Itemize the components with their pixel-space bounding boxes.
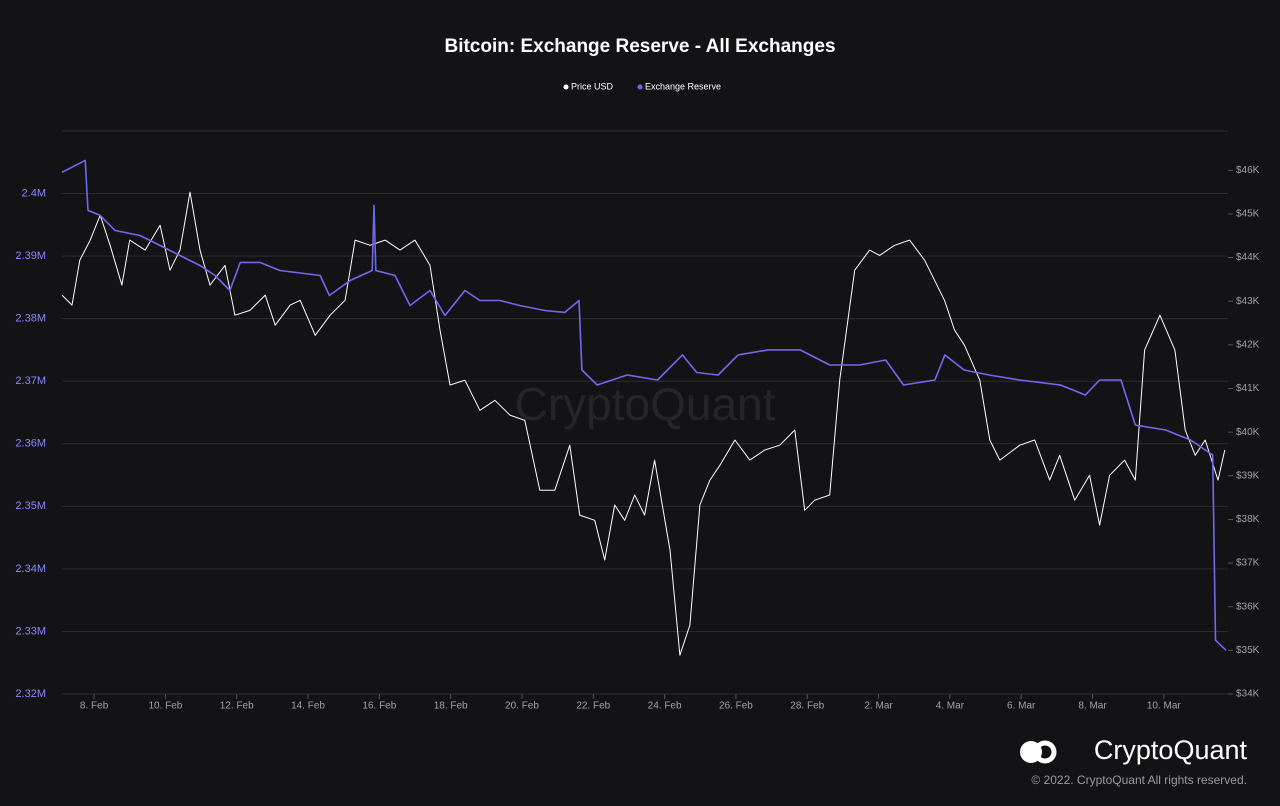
- y-tick-label: 2.36M: [15, 438, 46, 450]
- y-tick-label: 2.33M: [15, 625, 46, 637]
- y2-tick-label: $41K: [1236, 383, 1260, 394]
- y2-tick-label: $45K: [1236, 209, 1260, 220]
- y-tick-label: 2.35M: [15, 500, 46, 512]
- x-tick-label: 8. Feb: [80, 701, 109, 712]
- x-tick-label: 22. Feb: [576, 701, 610, 712]
- x-tick-label: 6. Mar: [1007, 701, 1036, 712]
- watermark: CryptoQuant: [515, 378, 776, 430]
- legend-label: Price USD: [571, 81, 614, 91]
- y2-tick-label: $38K: [1236, 514, 1260, 525]
- logo-mark: [1033, 740, 1057, 764]
- y2-tick-label: $37K: [1236, 558, 1260, 569]
- x-tick-label: 10. Mar: [1147, 701, 1182, 712]
- x-tick-label: 12. Feb: [220, 701, 254, 712]
- legend-label: Exchange Reserve: [645, 81, 721, 91]
- x-tick-label: 20. Feb: [505, 701, 539, 712]
- y-tick-label: 2.4M: [22, 187, 46, 199]
- x-tick-label: 4. Mar: [936, 701, 965, 712]
- brand-name: CryptoQuant: [1094, 735, 1248, 765]
- copyright: © 2022. CryptoQuant All rights reserved.: [1031, 773, 1247, 787]
- x-tick-label: 8. Mar: [1078, 701, 1107, 712]
- legend-marker: [637, 84, 643, 90]
- x-tick-label: 26. Feb: [719, 701, 753, 712]
- y2-tick-label: $36K: [1236, 601, 1260, 612]
- y2-tick-label: $43K: [1236, 296, 1260, 307]
- y-tick-label: 2.32M: [15, 688, 46, 700]
- y2-tick-label: $35K: [1236, 645, 1260, 656]
- x-tick-label: 24. Feb: [648, 701, 682, 712]
- y2-tick-label: $42K: [1236, 339, 1260, 350]
- y2-tick-label: $46K: [1236, 165, 1260, 176]
- y-tick-label: 2.34M: [15, 563, 46, 575]
- brand-logo: [1020, 740, 1057, 764]
- y-tick-label: 2.38M: [15, 313, 46, 325]
- x-tick-label: 18. Feb: [434, 701, 468, 712]
- series-line: [61, 159, 1227, 651]
- legend-marker: [563, 84, 569, 90]
- x-tick-label: 28. Feb: [790, 701, 824, 712]
- chart-title: Bitcoin: Exchange Reserve - All Exchange…: [444, 36, 835, 57]
- y2-tick-label: $39K: [1236, 470, 1260, 481]
- y-tick-label: 2.37M: [15, 375, 46, 387]
- y2-tick-label: $34K: [1236, 689, 1260, 700]
- y2-tick-label: $40K: [1236, 427, 1260, 438]
- y-tick-label: 2.39M: [15, 250, 46, 262]
- x-tick-label: 16. Feb: [362, 701, 396, 712]
- y2-tick-label: $44K: [1236, 252, 1260, 263]
- x-tick-label: 2. Mar: [864, 701, 893, 712]
- x-tick-label: 14. Feb: [291, 701, 325, 712]
- x-tick-label: 10. Feb: [148, 701, 182, 712]
